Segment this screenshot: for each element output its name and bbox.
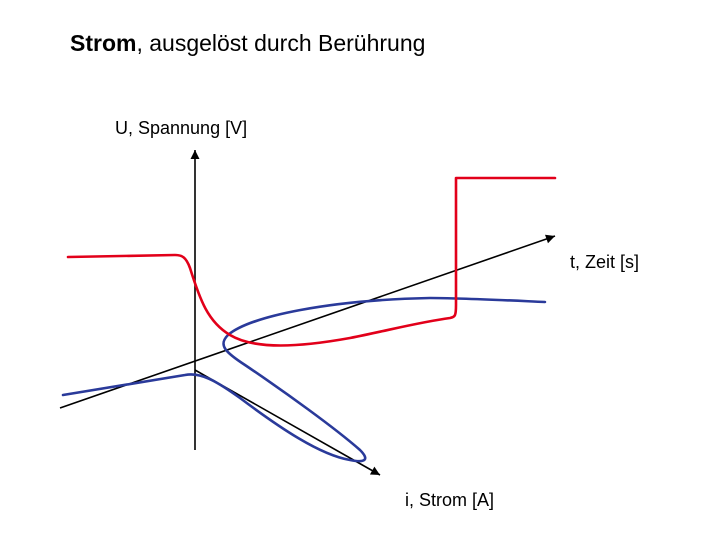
- diagram-svg: [0, 0, 720, 540]
